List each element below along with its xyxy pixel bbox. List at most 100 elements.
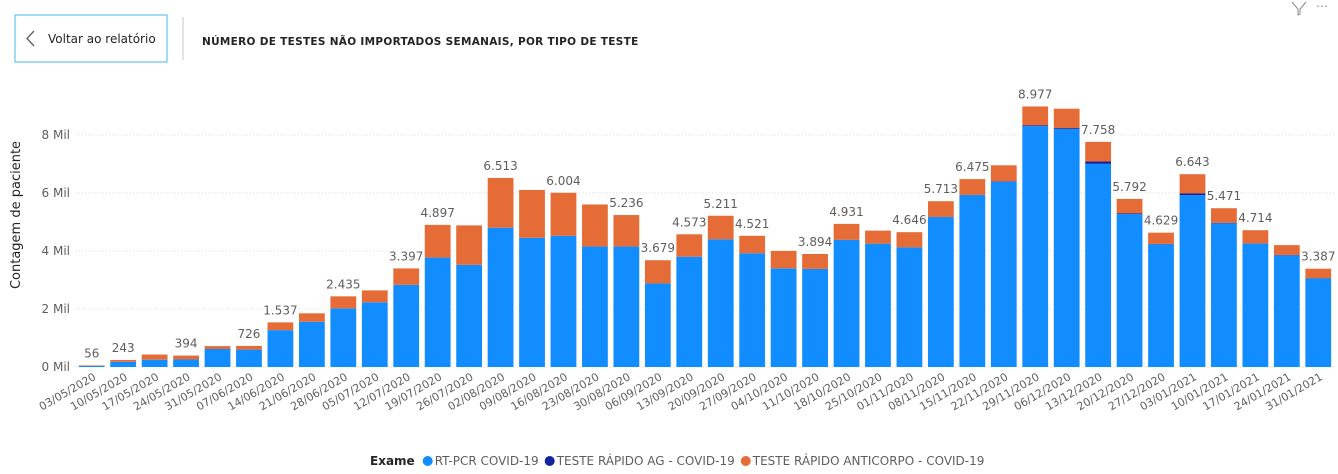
bar-segment [79,366,105,367]
total-label: 4.714 [1238,211,1272,225]
legend-label: TESTE RÁPIDO ANTICORPO - COVID-19 [752,453,985,468]
bar-segment [1180,174,1206,193]
bar-segment [1054,128,1080,129]
bar-segment [1305,269,1331,278]
more-icon[interactable]: ⋯ [1316,0,1328,13]
bar-segment [268,322,294,330]
bar-segment [1022,106,1048,125]
bar-segment [1085,162,1111,164]
bar-segment [1117,213,1143,214]
total-label: 5.236 [609,196,643,210]
bar-segment [1180,195,1206,367]
bar-segment [991,181,1017,182]
back-label[interactable]: Voltar ao relatório [48,32,156,46]
bar-segment [991,165,1017,181]
total-label: 4.573 [672,215,706,229]
bar-segment [142,355,168,360]
bar-segment [1211,208,1237,223]
bar-segment [1274,255,1300,367]
y-tick-label: 2 Mil [42,302,70,316]
legend-marker [545,456,555,466]
bar-segment [456,265,482,367]
bar-segment [519,238,545,367]
total-label: 5.211 [704,197,738,211]
bar-segment [582,204,608,246]
y-tick-label: 0 Mil [42,360,70,374]
bar-segment [1274,245,1300,255]
bar-segment [488,178,514,228]
total-label: 4.931 [829,205,863,219]
total-label: 5.792 [1112,180,1146,194]
bar-segment [362,302,388,367]
bar-segment [425,258,451,367]
bar-segment [393,285,419,367]
bar-segment [425,225,451,258]
bar-segment [299,322,325,367]
bar-segment [739,236,765,253]
total-label: 3.397 [389,249,423,263]
bar-segment [1305,278,1331,367]
y-tick-label: 6 Mil [42,186,70,200]
bar-segment [739,253,765,367]
bar-segment [1242,230,1268,243]
bar-segment [330,308,356,367]
bar-segment [236,346,262,350]
legend-label: RT-PCR COVID-19 [435,454,539,468]
bar-segment [1180,193,1206,195]
bar-segment [676,234,702,256]
total-label: 6.004 [546,174,580,188]
bar-segment [205,346,231,349]
bar-segment [142,360,168,367]
bar-segment [205,349,231,367]
bar-segment [582,247,608,367]
total-label: 7.758 [1081,123,1115,137]
legend-marker [741,456,751,466]
bar-segment [1054,129,1080,367]
y-tick-label: 4 Mil [42,244,70,258]
bar-segment [613,215,639,247]
total-label: 6.513 [483,159,517,173]
bar-segment [834,240,860,367]
total-label: 4.897 [420,206,454,220]
total-label: 5.471 [1207,189,1241,203]
legend-label: TESTE RÁPIDO AG - COVID-19 [556,453,735,468]
total-label: 1.537 [263,303,297,317]
bar-segment [456,225,482,264]
bar-segment [708,216,734,240]
bar-segment [991,182,1017,367]
bar-segment [1148,233,1174,244]
total-label: 726 [238,327,261,341]
filter-icon[interactable] [1292,2,1306,15]
bar-segment [519,190,545,238]
total-label: 5.713 [924,182,958,196]
bar-segment [1211,223,1237,224]
bar-segment [959,179,985,195]
bar-segment [551,236,577,367]
y-axis-title: Contagem de paciente [9,141,24,289]
bar-segment [362,290,388,302]
bar-segment [928,217,954,367]
bar-segment [676,257,702,367]
legend-title: Exame [370,454,415,468]
total-label: 4.646 [892,213,926,227]
bar-segment [928,201,954,217]
legend-marker [423,456,433,466]
bar-segment [708,239,734,367]
total-label: 6.643 [1175,155,1209,169]
total-label: 6.475 [955,160,989,174]
bar-segment [110,362,136,367]
y-tick-label: 8 Mil [42,128,70,142]
bar-segment [393,268,419,284]
bar-segment [1054,109,1080,128]
bar-segment [1211,223,1237,367]
bar-segment [173,359,199,367]
total-label: 4.629 [1144,214,1178,228]
bar-segment [802,254,828,269]
bar-segment [959,195,985,367]
bar-segment [834,224,860,240]
bar-segment [613,247,639,367]
bar-segment [1148,244,1174,367]
bar-segment [488,228,514,367]
bar-segment [1022,126,1048,367]
